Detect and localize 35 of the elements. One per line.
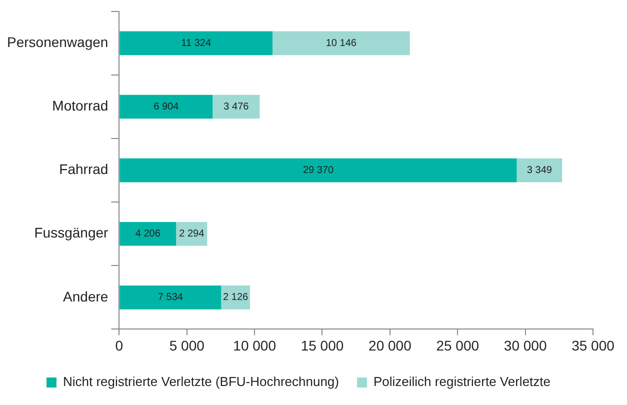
data-label: 2 294 <box>179 228 205 240</box>
bar <box>120 158 517 182</box>
data-label: 11 324 <box>181 38 212 49</box>
bar <box>120 222 176 246</box>
bar <box>176 222 208 246</box>
y-tick-label: Andere <box>63 288 108 304</box>
legend-label: Polizeilich registrierte Verletzte <box>373 374 551 390</box>
data-label: 4 206 <box>135 228 161 240</box>
bar <box>212 94 260 119</box>
bar <box>120 286 222 310</box>
data-label: 29 370 <box>302 165 334 176</box>
x-tick-label: 10 000 <box>233 337 276 354</box>
bar <box>516 158 562 182</box>
data-label: 3 349 <box>526 165 552 176</box>
y-tick-label: Personenwagen <box>7 34 108 50</box>
y-tick-label: Fussgänger <box>34 224 109 241</box>
x-tick-label: 0 <box>115 337 124 354</box>
bar <box>221 286 250 310</box>
data-label: 10 146 <box>326 38 357 49</box>
y-tick-label: Motorrad <box>52 98 108 114</box>
x-tick-label: 25 000 <box>436 337 480 354</box>
y-tick-label: Fahrrad <box>59 161 108 178</box>
x-tick-label: 20 000 <box>368 337 412 354</box>
x-tick-label: 35 000 <box>572 337 615 354</box>
data-label: 2 126 <box>223 292 249 304</box>
data-label: 3 476 <box>224 101 250 112</box>
data-label: 7 534 <box>158 292 184 304</box>
bar <box>120 94 213 119</box>
x-tick-label: 15 000 <box>300 337 344 354</box>
x-tick-label: 30 000 <box>504 337 547 354</box>
bar <box>272 31 410 56</box>
data-label: 6 904 <box>154 101 180 112</box>
legend-label: Nicht registrierte Verletzte (BFU-Hochrechnung) <box>62 374 339 390</box>
bar <box>120 31 272 56</box>
x-tick-label: 5 000 <box>169 337 205 354</box>
